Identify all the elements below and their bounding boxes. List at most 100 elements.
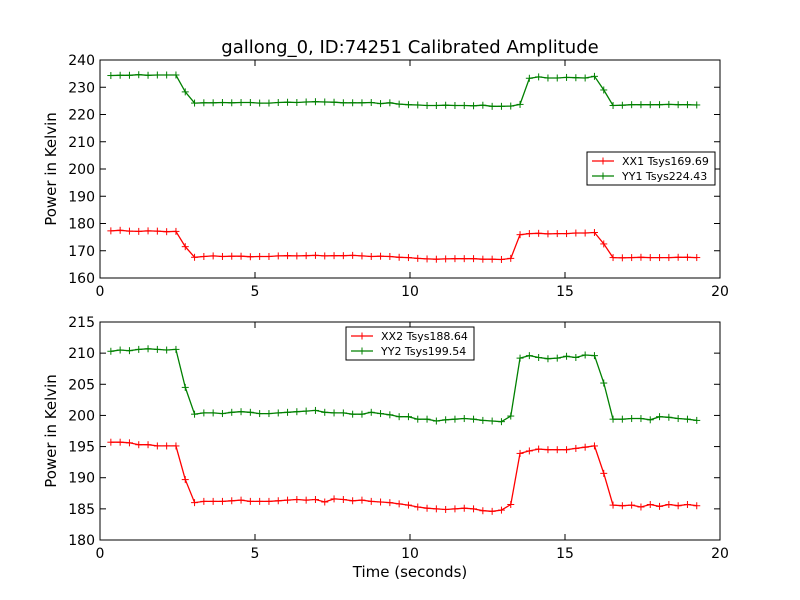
- data-point-green-2: [674, 415, 682, 423]
- y-axis-label: Power in Kelvin: [42, 112, 60, 226]
- data-point-red-1: [116, 226, 124, 234]
- data-point-green-1: [507, 102, 515, 110]
- data-point-red-2: [442, 505, 450, 513]
- x-tick-label: 5: [251, 546, 260, 562]
- data-point-green-2: [358, 410, 366, 418]
- data-point-green-1: [646, 101, 654, 109]
- data-point-green-2: [535, 354, 543, 362]
- data-point-green-1: [311, 98, 319, 106]
- y-tick-label: 185: [68, 502, 95, 518]
- data-point-red-2: [349, 497, 357, 505]
- data-point-green-2: [609, 415, 617, 423]
- data-point-red-1: [228, 252, 236, 260]
- data-point-red-2: [256, 497, 264, 505]
- data-point-green-2: [191, 410, 199, 418]
- data-point-green-2: [618, 415, 626, 423]
- legend-label: YY1 Tsys224.43: [621, 170, 707, 183]
- data-point-green-2: [284, 408, 292, 416]
- data-point-green-2: [311, 406, 319, 414]
- data-point-green-1: [200, 99, 208, 107]
- data-point-green-1: [693, 101, 701, 109]
- data-point-green-2: [274, 409, 282, 417]
- data-point-green-2: [172, 345, 180, 353]
- data-point-red-2: [516, 449, 524, 457]
- y-tick-label: 200: [68, 408, 95, 424]
- data-point-red-1: [544, 230, 552, 238]
- data-point-red-1: [609, 254, 617, 262]
- data-point-red-2: [479, 507, 487, 515]
- data-point-red-2: [218, 497, 226, 505]
- data-point-green-1: [488, 102, 496, 110]
- data-point-red-1: [628, 254, 636, 262]
- data-point-green-1: [544, 74, 552, 82]
- data-point-red-1: [349, 251, 357, 259]
- data-point-green-1: [581, 74, 589, 82]
- data-point-green-2: [572, 354, 580, 362]
- data-point-red-2: [414, 503, 422, 511]
- data-point-green-1: [377, 100, 385, 108]
- data-point-green-1: [228, 99, 236, 107]
- data-point-green-2: [637, 415, 645, 423]
- data-point-red-1: [656, 254, 664, 262]
- y-tick-label: 170: [68, 244, 95, 260]
- data-point-green-1: [618, 101, 626, 109]
- data-point-red-2: [609, 501, 617, 509]
- data-point-red-2: [237, 496, 245, 504]
- data-point-red-1: [600, 240, 608, 248]
- data-point-red-1: [590, 228, 598, 236]
- data-point-green-2: [460, 415, 468, 423]
- data-point-red-2: [618, 502, 626, 510]
- x-tick-label: 15: [556, 546, 574, 562]
- data-point-red-2: [460, 504, 468, 512]
- data-point-red-2: [395, 500, 403, 508]
- data-point-red-1: [246, 253, 254, 261]
- data-point-green-2: [265, 410, 273, 418]
- data-point-red-2: [470, 505, 478, 513]
- x-tick-label: 10: [401, 284, 419, 300]
- data-point-green-1: [637, 101, 645, 109]
- data-point-red-1: [423, 255, 431, 263]
- data-point-red-1: [525, 230, 533, 238]
- data-point-red-1: [163, 228, 171, 236]
- data-point-red-1: [172, 227, 180, 235]
- x-tick-label: 20: [711, 546, 729, 562]
- y-tick-label: 180: [68, 217, 95, 233]
- data-point-red-1: [135, 227, 143, 235]
- data-point-red-2: [544, 446, 552, 454]
- y-tick-label: 210: [68, 346, 95, 362]
- bottom-chart-panel: 0 5 10 15 20 180 185 190 195 200 205 210 215 Power in…: [42, 315, 729, 562]
- data-point-green-2: [367, 408, 375, 416]
- data-point-red-2: [293, 496, 301, 504]
- data-point-green-2: [404, 413, 412, 421]
- data-point-red-1: [330, 252, 338, 260]
- data-point-green-1: [442, 101, 450, 109]
- data-point-green-2: [525, 352, 533, 360]
- data-point-green-2: [386, 411, 394, 419]
- data-point-red-1: [470, 255, 478, 263]
- data-point-red-1: [563, 230, 571, 238]
- data-point-green-1: [330, 98, 338, 106]
- data-point-red-1: [125, 227, 133, 235]
- data-point-red-2: [191, 499, 199, 507]
- data-point-red-1: [683, 253, 691, 261]
- data-point-red-2: [209, 497, 217, 505]
- top-chart-panel: 0 5 10 15 20 160 170 180 190 200 210 220 230 240 Power…: [42, 53, 729, 300]
- data-point-green-1: [609, 102, 617, 110]
- data-point-red-2: [163, 442, 171, 450]
- data-point-red-2: [637, 503, 645, 511]
- data-point-red-1: [507, 254, 515, 262]
- data-point-red-1: [218, 252, 226, 260]
- data-point-green-2: [544, 355, 552, 363]
- data-point-red-1: [107, 227, 115, 235]
- data-point-green-1: [414, 101, 422, 109]
- legend-box: [586, 151, 716, 186]
- data-point-red-2: [135, 441, 143, 449]
- data-point-red-1: [618, 254, 626, 262]
- data-point-green-2: [656, 413, 664, 421]
- data-point-red-1: [451, 255, 459, 263]
- data-point-red-2: [284, 496, 292, 504]
- data-point-red-1: [516, 231, 524, 239]
- data-point-green-2: [135, 345, 143, 353]
- x-tick-label: 0: [96, 284, 105, 300]
